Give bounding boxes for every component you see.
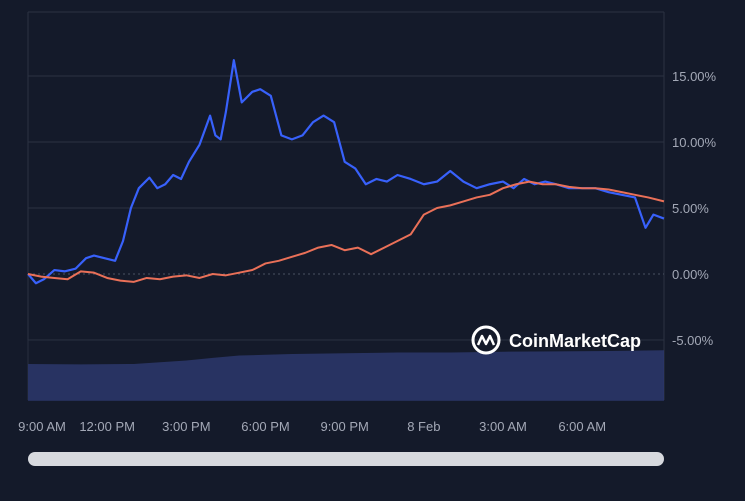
volume-area xyxy=(28,350,664,401)
volume-change-line[interactable] xyxy=(27,180,665,283)
price-change-line[interactable] xyxy=(27,59,665,285)
x-tick-label: 12:00 PM xyxy=(79,419,135,434)
x-tick-label: 8 Feb xyxy=(407,419,440,434)
x-tick-label: 3:00 PM xyxy=(162,419,210,434)
x-axis: 9:00 AM 12:00 PM 3:00 PM 6:00 PM 9:00 PM 8 Fe… xyxy=(18,419,606,434)
coinmarketcap-icon-glyph xyxy=(476,334,496,346)
x-tick-label: 6:00 AM xyxy=(558,419,606,434)
x-tick-label: 9:00 PM xyxy=(320,419,368,434)
y-axis: 15.00% 10.00% 5.00% 0.00% -5.00% xyxy=(672,69,717,348)
x-tick-label: 3:00 AM xyxy=(479,419,527,434)
coinmarketcap-icon xyxy=(471,325,501,355)
y-tick-label: 5.00% xyxy=(672,201,709,216)
x-tick-label: 9:00 AM xyxy=(18,419,66,434)
y-tick-label: 15.00% xyxy=(672,69,717,84)
y-tick-label: 10.00% xyxy=(672,135,717,150)
watermark-text: CoinMarketCap xyxy=(509,331,641,351)
volume-layer xyxy=(27,340,664,401)
coinmarketcap-logo: CoinMarketCap xyxy=(471,325,641,355)
y-tick-label: -5.00% xyxy=(672,333,714,348)
y-tick-label: 0.00% xyxy=(672,267,709,282)
x-tick-label: 6:00 PM xyxy=(241,419,289,434)
series-layer xyxy=(27,59,665,285)
time-range-scrollbar[interactable] xyxy=(28,452,664,466)
